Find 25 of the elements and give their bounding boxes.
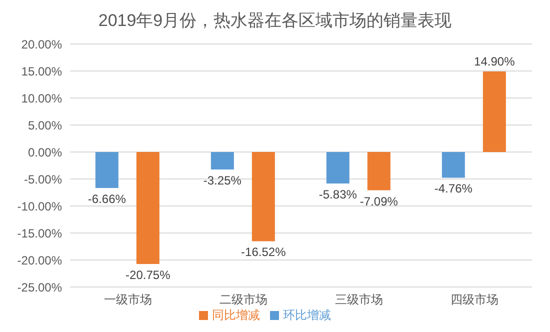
y-tick-label: 15.00% — [21, 64, 62, 78]
legend-label: 环比增减 — [283, 308, 331, 322]
data-label: 14.90% — [474, 54, 516, 69]
x-tick-label: 二级市场 — [219, 292, 268, 307]
data-label: -3.25% — [203, 174, 242, 188]
data-label: -7.09% — [360, 194, 398, 208]
x-tick-label: 三级市场 — [334, 292, 383, 307]
y-tick-label: -25.00% — [17, 280, 62, 294]
data-label: -20.75% — [126, 268, 171, 282]
data-label: -6.66% — [88, 192, 126, 206]
y-tick-label: -10.00% — [17, 199, 62, 214]
x-tick-label: 四级市场 — [450, 292, 498, 307]
y-tick-label: -20.00% — [17, 253, 62, 268]
y-tick-label: -5.00% — [24, 172, 62, 186]
chart-title: 2019年9月份，热水器在各区域市场的销量表现 — [97, 10, 453, 32]
y-tick-label: 5.00% — [28, 118, 62, 132]
x-tick-label: 一级市场 — [104, 292, 152, 307]
legend-label: 同比增减 — [212, 308, 260, 322]
data-label: -16.52% — [241, 245, 286, 260]
y-tick-label: 10.00% — [21, 91, 62, 106]
y-tick-label: 0.00% — [28, 145, 62, 160]
y-tick-label: -15.00% — [17, 226, 62, 240]
data-label: -4.76% — [434, 182, 473, 196]
data-label: -5.83% — [318, 187, 358, 202]
y-tick-label: 20.00% — [21, 37, 62, 52]
